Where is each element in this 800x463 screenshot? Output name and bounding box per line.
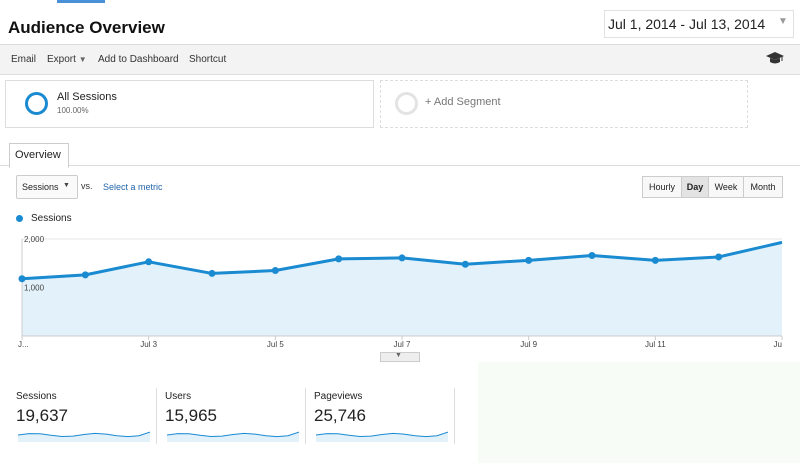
select-metric-link[interactable]: Select a metric [103,182,163,192]
chevron-down-icon[interactable]: ▼ [395,352,402,359]
data-point [715,253,723,261]
data-point [145,258,153,266]
chevron-down-icon[interactable]: ▼ [778,16,788,27]
y-tick-label: 1,000 [24,284,45,293]
export-button[interactable]: Export ▼ [47,54,87,65]
sparkline [18,431,150,442]
day-button[interactable]: Day [681,176,709,198]
sparkline-line [316,431,448,438]
segment-label: All Sessions [57,91,117,103]
x-tick-label: Jul 7 [394,340,411,349]
sparkline-fill [18,432,150,442]
data-point [461,260,469,268]
scorecard-value: 15,965 [165,406,217,425]
add-segment-card[interactable] [380,80,748,128]
month-button[interactable]: Month [743,176,783,198]
data-point [398,254,406,262]
x-tick-label: Jul 5 [267,340,284,349]
scorecard-users[interactable]: Users 15,965 [165,388,305,444]
tab-divider [0,165,800,166]
area-fill [22,242,782,336]
sparkline-line [167,431,299,438]
scorecard-value: 25,746 [314,406,366,425]
scorecard-label: Pageviews [314,391,363,402]
scorecard-value: 19,637 [16,406,68,425]
page-title: Audience Overview [8,18,165,37]
x-tick-label: J... [18,340,29,349]
empty-segment-ring-icon [395,92,418,115]
toolbar [0,45,800,75]
week-button[interactable]: Week [708,176,744,198]
data-point [208,269,216,277]
scorecard-pageviews[interactable]: Pageviews 25,746 [314,388,454,444]
sparkline-fill [316,432,448,442]
legend-label-sessions: Sessions [31,213,72,224]
x-tick-label: Ju [774,340,782,349]
export-label: Export [47,54,76,65]
data-point [651,256,659,264]
metric-select[interactable] [16,175,78,199]
data-point [525,256,533,264]
add-to-dashboard-button[interactable]: Add to Dashboard [98,54,179,65]
shortcut-button[interactable]: Shortcut [189,54,227,65]
segment-percentage: 100.00% [57,106,89,115]
segment-card-all-sessions[interactable] [5,80,374,128]
vs-label: vs. [81,181,93,191]
sparkline-line [18,431,150,438]
segment-ring-icon [25,92,48,115]
divider [305,388,306,444]
divider [156,388,157,444]
data-point [18,275,26,283]
scorecard-sessions[interactable]: Sessions 19,637 [16,388,156,444]
sparkline-fill [167,432,299,442]
graduation-cap-icon[interactable] [766,52,784,64]
add-segment-button[interactable]: + Add Segment [425,96,501,108]
data-point [335,255,343,263]
sessions-chart[interactable]: 2,000 1,000 J... Jul 3 Jul 5 Jul 7 Jul 9 Jul 11… [0,225,800,355]
legend-dot-sessions [16,215,23,222]
sparkline [316,431,448,442]
y-tick-label: 2,000 [24,235,45,244]
email-button[interactable]: Email [11,54,37,65]
metric-select-value: Sessions [22,182,59,192]
divider [454,388,455,444]
data-point [271,267,279,275]
tab-overview[interactable] [9,143,69,168]
hourly-button[interactable]: Hourly [642,176,682,198]
collapse-chart-handle[interactable] [380,352,420,362]
empty-panel [478,362,800,463]
x-tick-label: Jul 11 [645,340,666,349]
x-tick-label: Jul 3 [140,340,157,349]
header-bar [0,0,800,45]
scorecard-label: Users [165,391,192,402]
date-range-text[interactable]: Jul 1, 2014 - Jul 13, 2014 [608,16,766,32]
chevron-down-icon: ▼ [63,182,70,189]
chevron-down-icon: ▼ [78,55,87,64]
x-tick-label: Jul 9 [520,340,537,349]
sparkline [167,431,299,442]
tab-overview-label: Overview [15,149,61,161]
date-range-picker[interactable] [604,10,794,38]
data-point [588,251,596,259]
data-point [81,271,89,279]
active-nav-indicator [57,0,105,3]
scorecard-label: Sessions [16,391,57,402]
